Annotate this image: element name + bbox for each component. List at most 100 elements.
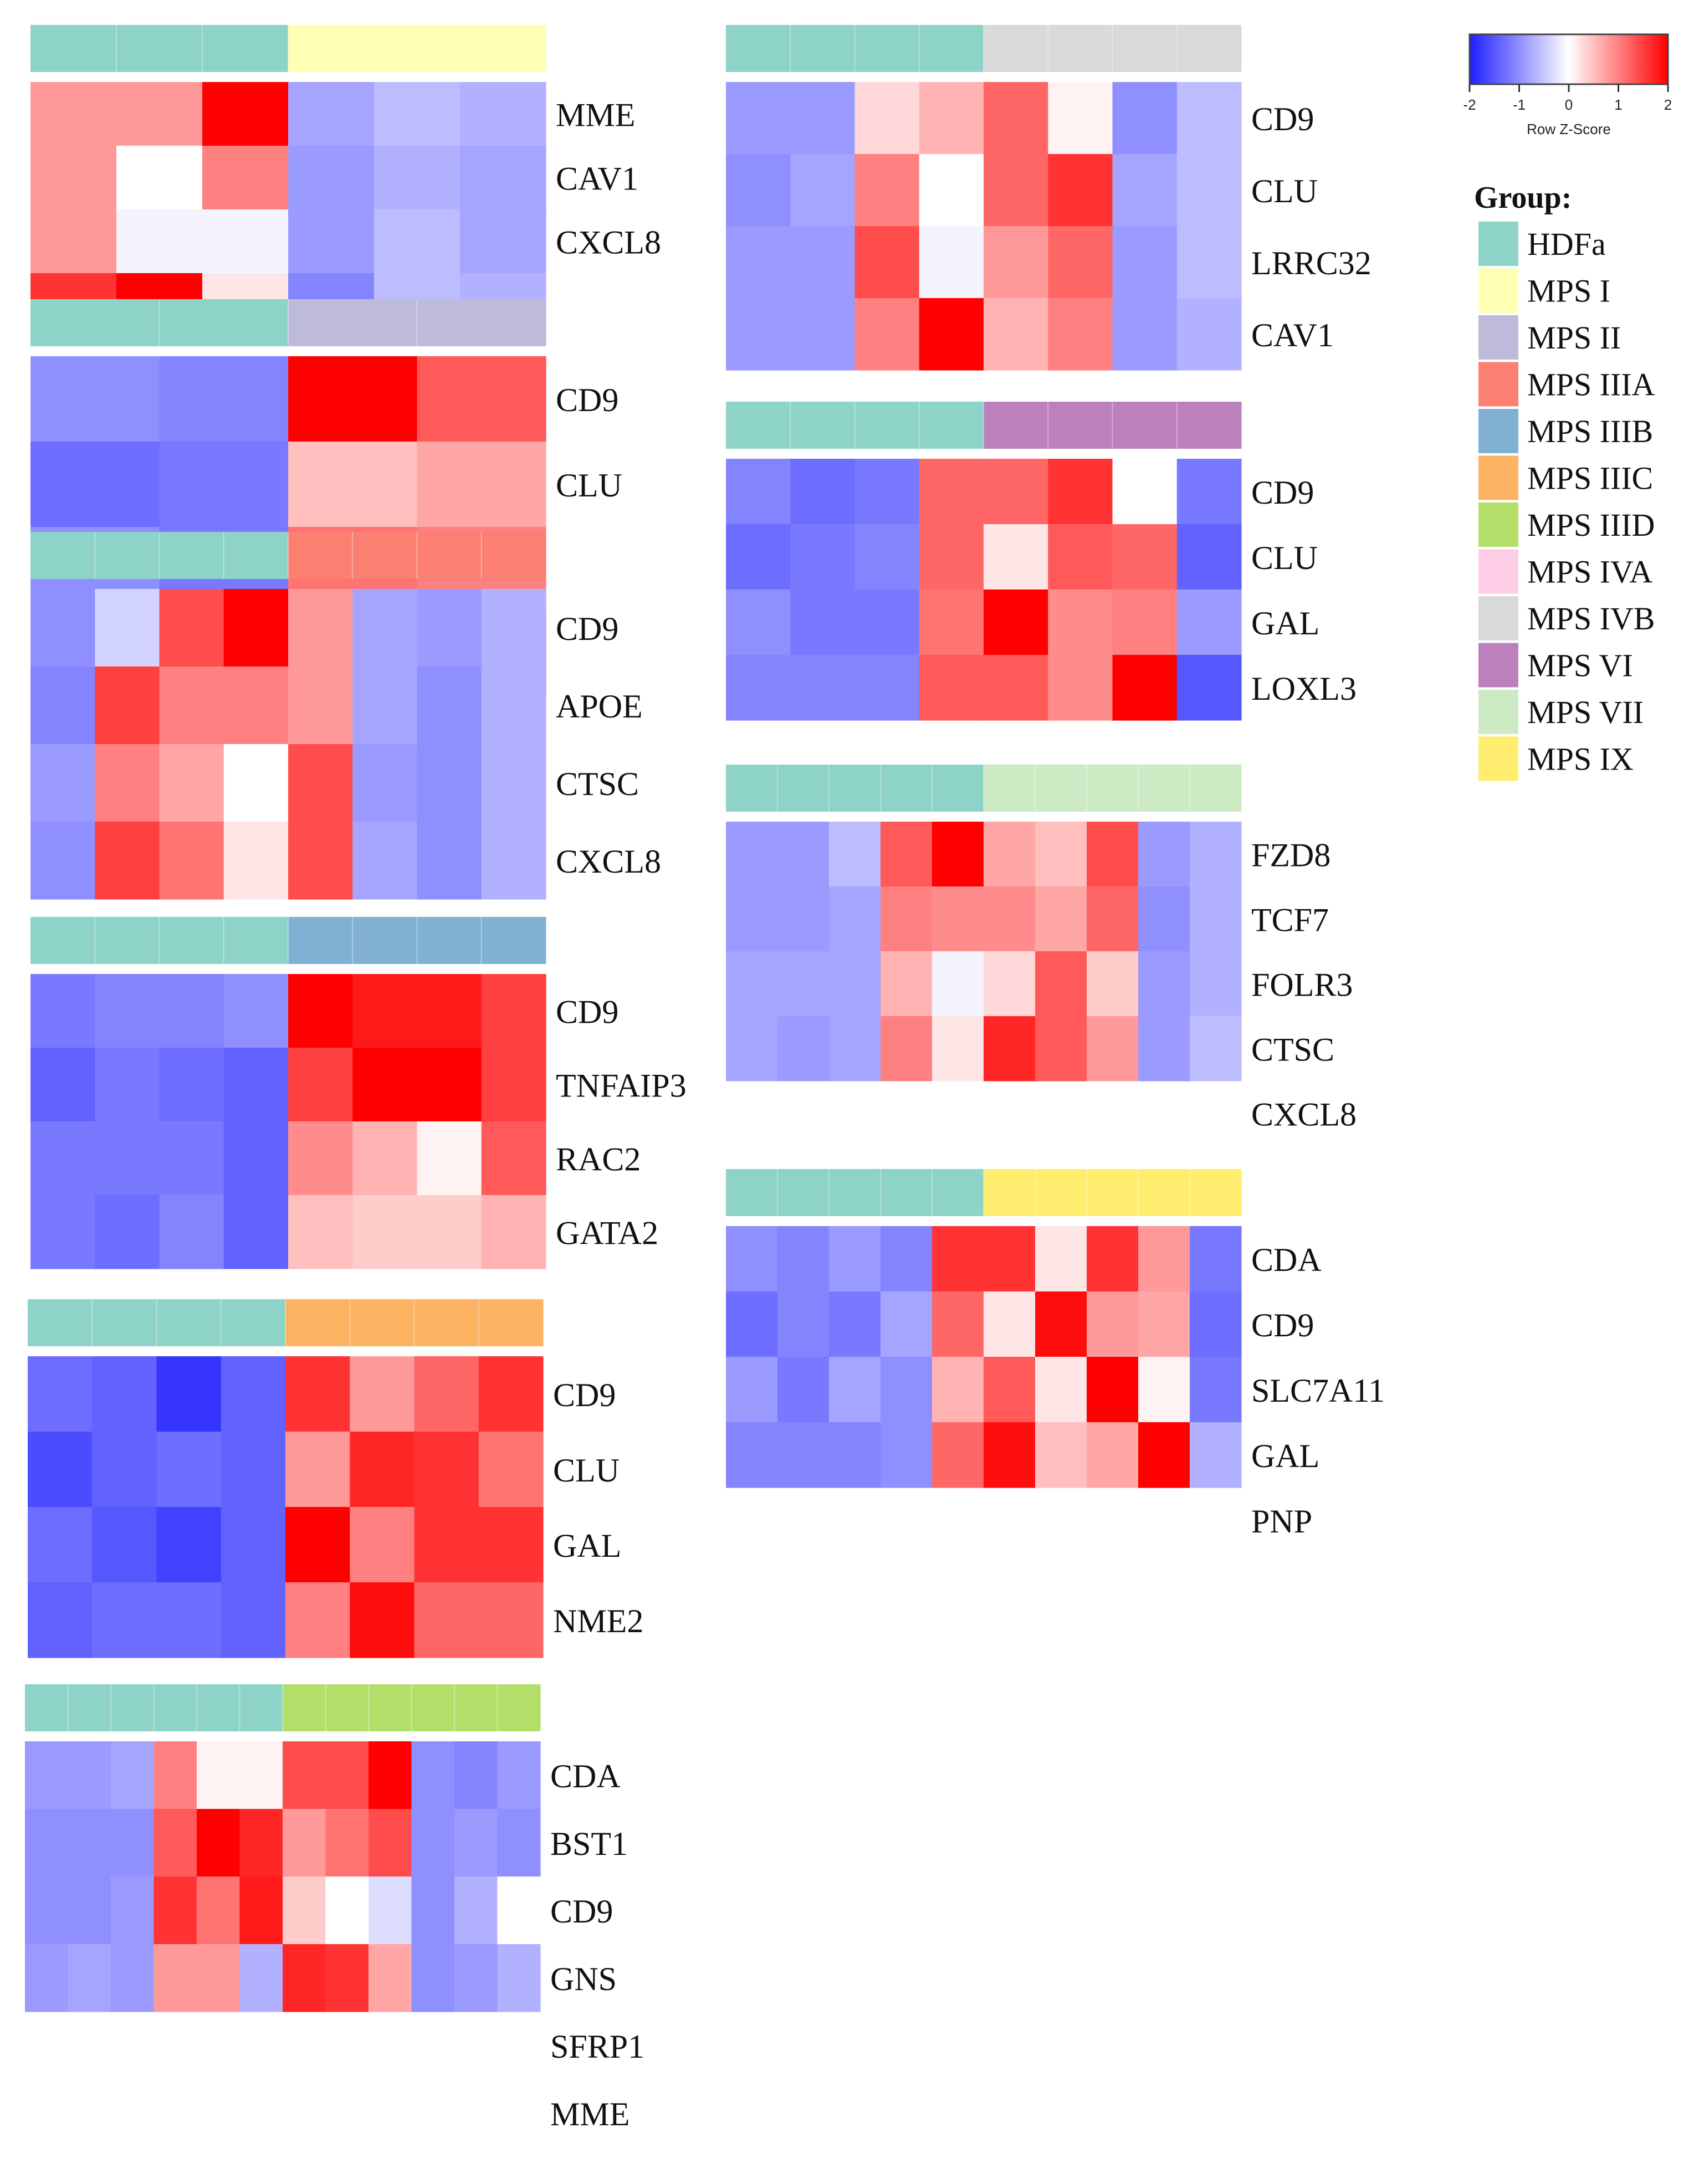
heatmap-cell <box>153 1809 197 1877</box>
legend-item: MPS IIIB <box>1478 409 1653 453</box>
heatmap-cell <box>1087 1226 1139 1292</box>
heatmap-cell <box>454 1741 498 1809</box>
color-scale-tick-label: -2 <box>1463 96 1476 113</box>
heatmap-cell <box>30 82 117 146</box>
heatmap-cell <box>285 1432 350 1508</box>
group-annotation-cell <box>288 917 353 964</box>
gene-label: CDA <box>1251 1242 1322 1278</box>
heatmap-cell <box>92 1582 157 1658</box>
heatmap-cell <box>984 886 1036 952</box>
legend-label: MPS VI <box>1527 648 1633 684</box>
group-annotation-cell <box>92 1299 157 1346</box>
heatmap-cell <box>202 146 289 210</box>
heatmap-cell <box>159 744 224 822</box>
heatmap-cell <box>478 1432 544 1508</box>
gene-label: CLU <box>1251 540 1318 576</box>
heatmap-cell <box>1048 298 1113 371</box>
heatmap-cell <box>1190 822 1242 887</box>
heatmap-cell <box>288 82 375 146</box>
gene-label: BST1 <box>550 1826 628 1862</box>
gene-label: CAV1 <box>556 161 638 197</box>
gene-label: CD9 <box>1251 474 1314 511</box>
heatmap-cell <box>984 226 1048 299</box>
gene-label: GNS <box>550 1961 617 1997</box>
heatmap-cell <box>1048 459 1113 525</box>
group-annotation-cell <box>1138 765 1190 812</box>
heatmap-cell <box>854 298 920 371</box>
heatmap-cell <box>881 1226 933 1292</box>
heatmap-cell <box>481 589 546 667</box>
group-annotation-cell <box>288 25 375 72</box>
heatmap-cell <box>1190 1357 1242 1423</box>
heatmap-cell <box>984 1291 1036 1357</box>
heatmap-cell <box>1048 154 1113 227</box>
group-annotation-cell <box>932 1169 984 1216</box>
legend-item: MPS IIID <box>1478 503 1655 547</box>
group-annotation-cell <box>1048 402 1113 449</box>
legend-swatch <box>1478 736 1518 781</box>
heatmap-cell <box>1035 822 1087 887</box>
group-annotation-cell <box>1190 1169 1242 1216</box>
heatmap-cell <box>481 974 546 1048</box>
group-annotation-cell <box>790 25 855 72</box>
gene-label: CDA <box>550 1758 621 1795</box>
heatmap-cell <box>411 1877 455 1945</box>
heatmap-cell <box>919 154 984 227</box>
legend-swatch <box>1478 362 1518 407</box>
gene-label: TNFAIP3 <box>556 1068 687 1104</box>
heatmap-cell <box>411 1944 455 2012</box>
heatmap-cell <box>156 1432 222 1508</box>
heatmap-cell <box>481 1195 546 1269</box>
heatmap-cell <box>1112 459 1178 525</box>
group-annotation-cell <box>777 1169 830 1216</box>
gene-label: GAL <box>553 1527 621 1564</box>
heatmap-cell <box>111 1741 155 1809</box>
group-annotation-cell <box>30 532 95 579</box>
heatmap-cell <box>881 1291 933 1357</box>
heatmap-cell <box>881 1422 933 1488</box>
heatmap-cell <box>726 655 791 721</box>
heatmap-cell <box>417 442 546 527</box>
group-annotation-cell <box>854 402 920 449</box>
heatmap-cell <box>417 822 482 900</box>
heatmap-cell <box>369 1944 412 2012</box>
group-annotation-cell <box>153 1684 197 1731</box>
heatmap-cell <box>369 1741 412 1809</box>
color-scale-legend: -2 -1 0 1 2 Row Z-Score <box>1463 33 1672 137</box>
group-annotation-cell <box>1035 765 1087 812</box>
heatmap-cell <box>283 1741 326 1809</box>
heatmap-cell <box>726 1357 778 1423</box>
heatmap-cell <box>153 1944 197 2012</box>
heatmap-cell <box>932 1291 984 1357</box>
heatmap-cell <box>28 1507 93 1583</box>
heatmap-cell <box>726 82 791 155</box>
legend-label: MPS II <box>1527 320 1621 356</box>
heatmap-cell <box>288 442 418 527</box>
group-annotation-cell <box>156 1299 222 1346</box>
group-annotation-cell <box>159 532 224 579</box>
heatmap-cell <box>854 459 920 525</box>
heatmap-cell <box>352 667 418 745</box>
legend-item: MPS IVA <box>1478 549 1652 594</box>
heatmap-cell <box>288 1121 353 1196</box>
heatmap-cell <box>30 744 95 822</box>
group-annotation-cell <box>790 402 855 449</box>
heatmap-cell <box>829 822 881 887</box>
heatmap-cell <box>68 1809 111 1877</box>
heatmap-cell <box>454 1877 498 1945</box>
legend-swatch <box>1478 268 1518 313</box>
group-annotation-cell <box>481 532 546 579</box>
heatmap-cell <box>116 209 203 274</box>
heatmap-cell <box>68 1741 111 1809</box>
heatmap-cell <box>1190 1016 1242 1081</box>
legend-label: MPS IVB <box>1527 601 1655 637</box>
group-annotation-cell <box>984 765 1036 812</box>
heatmap-cell <box>481 1048 546 1122</box>
heatmap-cell <box>777 951 830 1017</box>
heatmap-cell <box>239 1877 283 1945</box>
group-annotation-cell <box>197 1684 240 1731</box>
heatmap-cell <box>1087 1422 1139 1488</box>
heatmap-cell <box>1035 886 1087 952</box>
heatmap-cell <box>460 209 546 274</box>
